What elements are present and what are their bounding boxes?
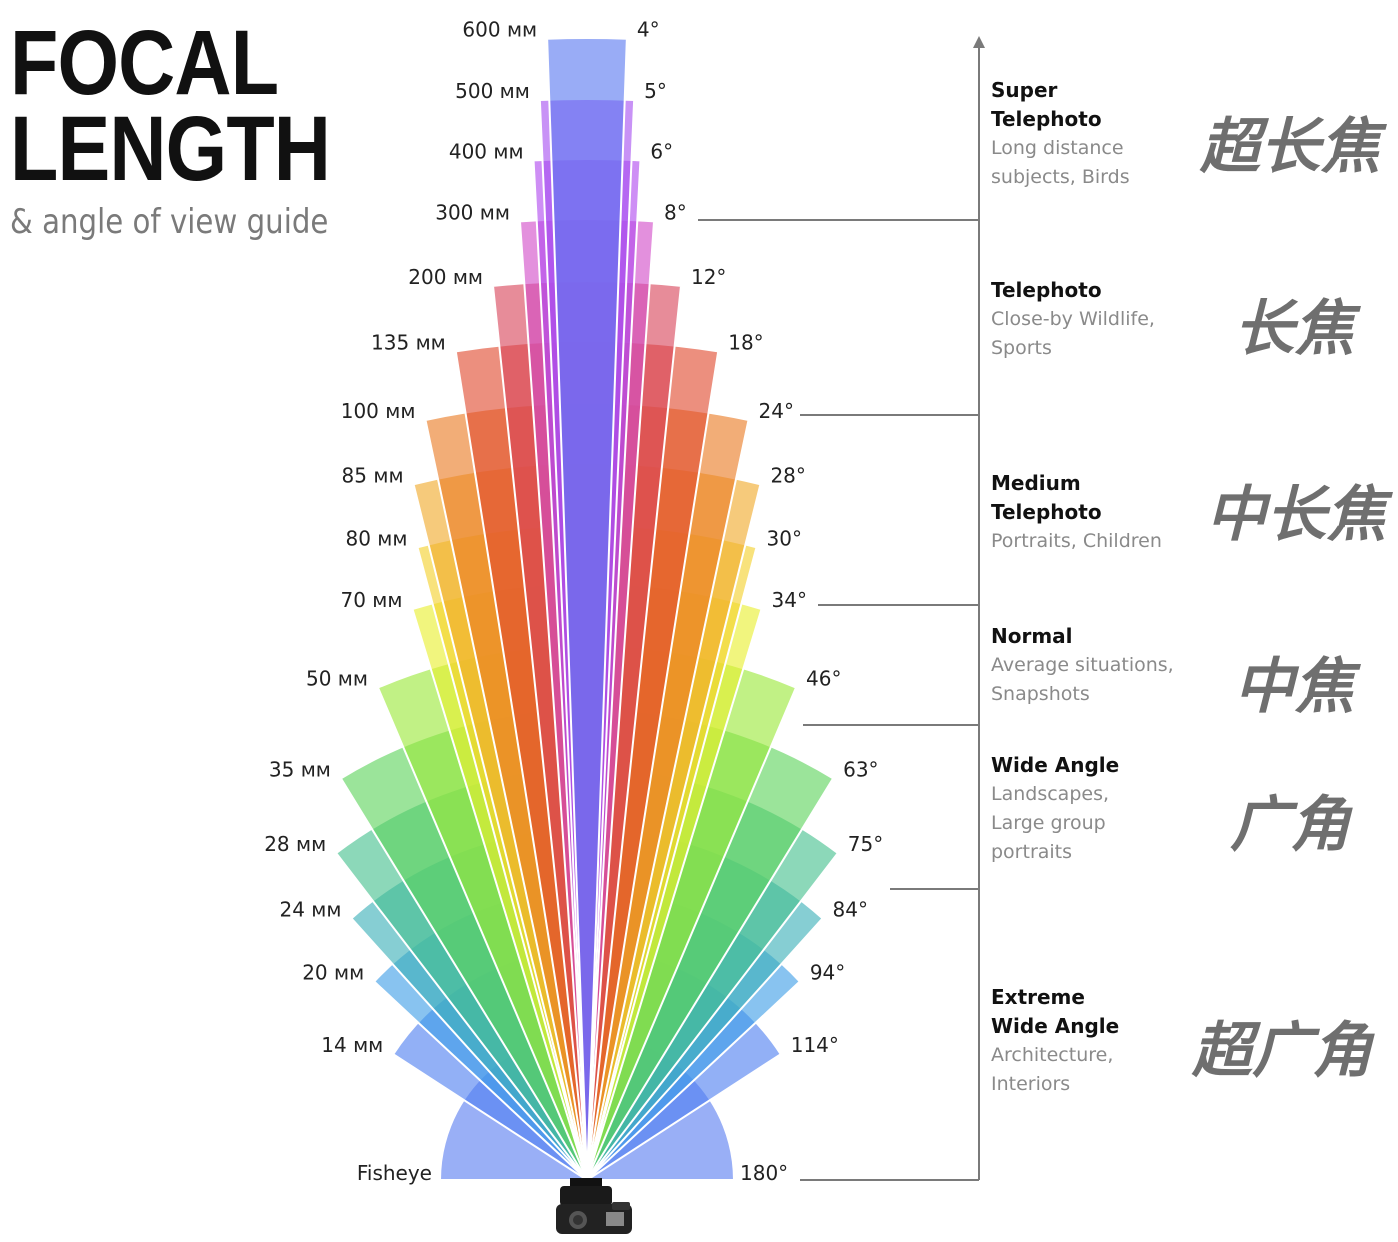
category-wide-angle: Wide Angle Landscapes, Large group portr…: [991, 751, 1191, 867]
cn-label-normal: 中焦: [1234, 652, 1354, 722]
focal-length-label: 600 мм: [462, 18, 537, 42]
angle-of-view-label: 28°: [770, 463, 805, 487]
category-bracket: [698, 36, 985, 1181]
focal-length-label: 300 мм: [435, 200, 510, 224]
angle-of-view-label: 24°: [759, 399, 794, 423]
angle-of-view-label: 30°: [767, 526, 802, 550]
angle-of-view-label: 46°: [806, 667, 841, 691]
category-title: Extreme Wide Angle: [991, 985, 1120, 1038]
label-layer: 600 мм 4° 500 мм 5° 400 мм 6° 300 мм 8° 200 мм 12…: [264, 18, 883, 1185]
focal-length-label: 20 мм: [302, 961, 364, 985]
focal-length-label: 35 мм: [269, 757, 331, 781]
focal-length-label: 24 мм: [279, 897, 341, 921]
category-desc: Architecture, Interiors: [991, 1044, 1114, 1095]
title-block: FOCAL LENGTH & angle of view guide: [10, 12, 382, 242]
focal-length-label: 100 мм: [341, 399, 416, 423]
cn-label-extreme-wide-angle: 超广角: [1192, 1016, 1372, 1086]
focal-length-label: 70 мм: [340, 588, 402, 612]
category-desc: Close-by Wildlife, Sports: [991, 308, 1155, 359]
subtitle: & angle of view guide: [10, 202, 329, 242]
angle-of-view-label: 34°: [772, 588, 807, 612]
focal-length-label: 50 мм: [306, 667, 368, 691]
focal-length-label: 14 мм: [321, 1033, 383, 1057]
category-desc: Average situations, Snapshots: [991, 654, 1174, 705]
category-desc: Portraits, Children: [991, 530, 1162, 552]
angle-of-view-label: 5°: [644, 79, 667, 103]
title-line-1: FOCAL: [10, 12, 279, 114]
focal-length-label: 28 мм: [264, 832, 326, 856]
angle-of-view-label: 94°: [810, 961, 845, 985]
category-title: Normal: [991, 624, 1073, 648]
angle-of-view-label: 4°: [637, 18, 660, 42]
title-line-2: LENGTH: [10, 98, 331, 200]
category-desc: Landscapes, Large group portraits: [991, 783, 1110, 863]
focal-length-label: 400 мм: [449, 139, 524, 163]
category-super-telephoto: Super Telephoto Long distance subjects, …: [991, 76, 1191, 192]
category-telephoto: Telephoto Close-by Wildlife, Sports: [991, 276, 1191, 363]
focal-length-label: 135 мм: [371, 330, 446, 354]
category-title: Super Telephoto: [991, 78, 1102, 131]
category-title: Telephoto: [991, 278, 1102, 302]
angle-of-view-label: 75°: [848, 832, 883, 856]
angle-of-view-label: 84°: [833, 897, 868, 921]
camera-icon: [556, 1178, 632, 1234]
bracket-arrow-icon: [973, 36, 985, 48]
category-medium-telephoto: Medium Telephoto Portraits, Children: [991, 469, 1191, 556]
focal-length-label: 85 мм: [342, 463, 404, 487]
angle-of-view-label: 63°: [843, 757, 878, 781]
angle-of-view-label: 18°: [728, 330, 763, 354]
angle-of-view-label: 114°: [791, 1033, 839, 1057]
fov-wedge-4deg: [546, 37, 628, 1181]
angle-of-view-label: 6°: [650, 139, 673, 163]
category-desc: Long distance subjects, Birds: [991, 137, 1130, 188]
focal-length-label: 200 мм: [408, 265, 483, 289]
focal-length-label: Fisheye: [357, 1161, 432, 1185]
category-normal: Normal Average situations, Snapshots: [991, 622, 1191, 709]
category-title: Medium Telephoto: [991, 471, 1102, 524]
angle-of-view-label: 8°: [664, 200, 687, 224]
cn-label-wide-angle: 广角: [1230, 790, 1350, 860]
category-title: Wide Angle: [991, 753, 1120, 777]
cn-label-super-telephoto: 超长焦: [1200, 112, 1380, 182]
focal-length-label: 80 мм: [345, 526, 407, 550]
cn-label-medium-telephoto: 中长焦: [1206, 480, 1386, 550]
category-extreme-wide-angle: Extreme Wide Angle Architecture, Interio…: [991, 983, 1191, 1099]
focal-length-label: 500 мм: [455, 79, 530, 103]
angle-of-view-label: 12°: [691, 265, 726, 289]
fan-layer: [334, 37, 840, 1184]
angle-of-view-label: 180°: [740, 1161, 788, 1185]
cn-label-telephoto: 长焦: [1234, 294, 1354, 364]
